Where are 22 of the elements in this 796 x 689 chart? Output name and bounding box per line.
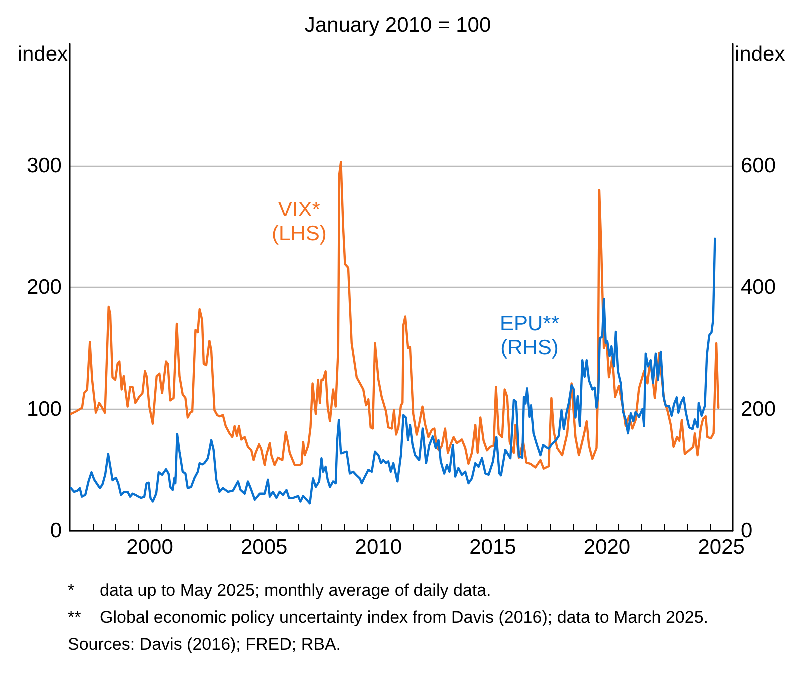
y-tick-label: 100: [26, 398, 62, 421]
y-tick-label: 300: [26, 154, 62, 178]
chart-subtitle: January 2010 = 100: [304, 14, 492, 37]
y2-tick-label: 200: [741, 398, 776, 421]
series-label: EPU** (RHS): [500, 312, 560, 360]
series-label: VIX* (LHS): [272, 198, 327, 246]
x-tick-label: 2015: [470, 536, 516, 559]
x-tick-label: 2020: [584, 536, 631, 559]
y-tick-label: 200: [26, 276, 62, 299]
y2-tick-label: 600: [741, 154, 776, 178]
text: * data up to May 2025; monthly average of daily data.: [68, 581, 492, 600]
text: ** Global economic policy uncertainty index from Davis (2016); data to March 2025.: [68, 607, 709, 628]
y2-axis-title: index: [735, 43, 786, 66]
x-tick-label: 2005: [240, 536, 288, 559]
y-tick-label: 0: [50, 520, 62, 542]
line-series: [70, 161, 720, 470]
x-tick-label: 2010: [355, 536, 402, 559]
y2-tick-label: 400: [741, 276, 776, 299]
y-axis-title: index: [18, 43, 68, 66]
x-tick-label: 2025: [698, 536, 745, 559]
x-tick-label: 2000: [126, 536, 174, 559]
source-note: Sources: Davis (2016); FRED; RBA.: [68, 634, 342, 655]
